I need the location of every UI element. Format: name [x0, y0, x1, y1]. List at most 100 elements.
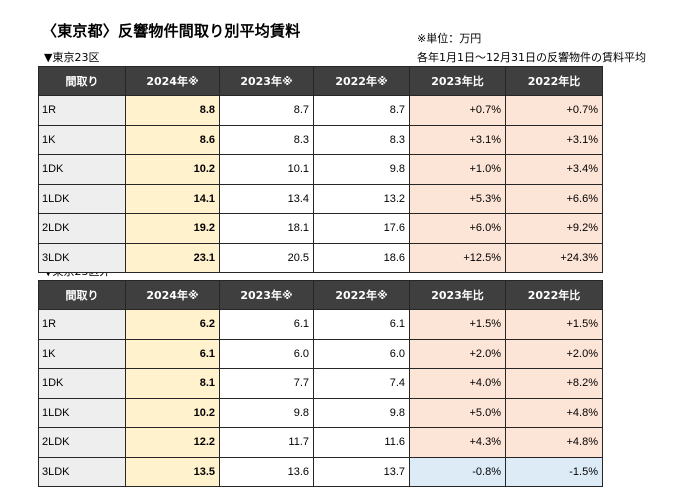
cell-vs-2023: +4.0% [409, 368, 506, 399]
unit-note: ※単位：万円 [417, 32, 482, 45]
rent-table-23ku: 間取り 2024年※ 2023年※ 2022年※ 2023年比 2022年比 1R 8.8 8… [38, 66, 603, 273]
table-row: 1LDK 14.1 13.4 13.2 +5.3% +6.6% [38, 183, 603, 214]
cell-2024: 6.1 [125, 338, 220, 369]
cell-2024: 10.2 [125, 154, 220, 185]
cell-2024: 13.5 [125, 456, 220, 487]
col-header-2024: 2024年※ [125, 280, 220, 310]
cell-2023: 18.1 [219, 213, 314, 244]
cell-layout: 2LDK [38, 213, 126, 244]
cell-vs-2022: +24.3% [505, 242, 603, 273]
cell-layout: 3LDK [38, 456, 126, 487]
cell-layout: 1DK [38, 368, 126, 399]
cell-2023: 8.7 [219, 95, 314, 126]
table-row: 1R 8.8 8.7 8.7 +0.7% +0.7% [38, 95, 603, 126]
cell-vs-2022: +6.6% [505, 183, 603, 214]
cell-2023: 7.7 [219, 368, 314, 399]
table-row: 1R 6.2 6.1 6.1 +1.5% +1.5% [38, 309, 603, 340]
cell-2022: 8.3 [313, 124, 410, 155]
cell-vs-2023: +4.3% [409, 427, 506, 458]
cell-vs-2023: +5.3% [409, 183, 506, 214]
table-row: 1K 6.1 6.0 6.0 +2.0% +2.0% [38, 338, 603, 369]
table-row: 3LDK 13.5 13.6 13.7 -0.8% -1.5% [38, 456, 603, 487]
table-header-row: 間取り 2024年※ 2023年※ 2022年※ 2023年比 2022年比 [38, 66, 603, 96]
cell-vs-2023: +1.0% [409, 154, 506, 185]
col-header-layout: 間取り [38, 66, 126, 96]
cell-2022: 6.1 [313, 309, 410, 340]
cell-vs-2023: +6.0% [409, 213, 506, 244]
col-header-2022: 2022年※ [313, 66, 410, 96]
cell-2023: 6.0 [219, 338, 314, 369]
cell-layout: 3LDK [38, 242, 126, 273]
cell-2024: 6.2 [125, 309, 220, 340]
period-note: 各年1月1日〜12月31日の反響物件の賃料平均 [417, 51, 646, 64]
cell-layout: 1K [38, 124, 126, 155]
table-row: 2LDK 19.2 18.1 17.6 +6.0% +9.2% [38, 213, 603, 244]
cell-vs-2022: +3.4% [505, 154, 603, 185]
col-header-vs-2022: 2022年比 [505, 280, 603, 310]
cell-vs-2023: +12.5% [409, 242, 506, 273]
cell-layout: 2LDK [38, 427, 126, 458]
cell-vs-2022: +1.5% [505, 309, 603, 340]
col-header-vs-2023: 2023年比 [409, 66, 506, 96]
table-row: 2LDK 12.2 11.7 11.6 +4.3% +4.8% [38, 427, 603, 458]
cell-2023: 20.5 [219, 242, 314, 273]
cell-vs-2022: +3.1% [505, 124, 603, 155]
col-header-vs-2023: 2023年比 [409, 280, 506, 310]
rent-table-outside-23ku: 間取り 2024年※ 2023年※ 2022年※ 2023年比 2022年比 1R 6.2 6… [38, 280, 603, 487]
cell-vs-2022: +9.2% [505, 213, 603, 244]
cell-2023: 10.1 [219, 154, 314, 185]
col-header-2023: 2023年※ [219, 280, 314, 310]
table-row: 1K 8.6 8.3 8.3 +3.1% +3.1% [38, 124, 603, 155]
cell-vs-2022: +8.2% [505, 368, 603, 399]
col-header-vs-2022: 2022年比 [505, 66, 603, 96]
cell-2023: 8.3 [219, 124, 314, 155]
cell-vs-2022: +2.0% [505, 338, 603, 369]
cell-2022: 9.8 [313, 154, 410, 185]
cell-2022: 8.7 [313, 95, 410, 126]
cell-2024: 8.1 [125, 368, 220, 399]
cell-2024: 14.1 [125, 183, 220, 214]
table-row: 1DK 10.2 10.1 9.8 +1.0% +3.4% [38, 154, 603, 185]
cell-2022: 13.7 [313, 456, 410, 487]
cell-vs-2022: +4.8% [505, 397, 603, 428]
cell-2024: 19.2 [125, 213, 220, 244]
col-header-2024: 2024年※ [125, 66, 220, 96]
cell-2022: 18.6 [313, 242, 410, 273]
cell-2022: 9.8 [313, 397, 410, 428]
cell-vs-2023: +5.0% [409, 397, 506, 428]
cell-2022: 13.2 [313, 183, 410, 214]
cell-2023: 6.1 [219, 309, 314, 340]
col-header-2022: 2022年※ [313, 280, 410, 310]
section-title-23ku: ▼東京23区 [44, 51, 100, 64]
cell-2024: 12.2 [125, 427, 220, 458]
cell-layout: 1K [38, 338, 126, 369]
cell-2024: 8.8 [125, 95, 220, 126]
col-header-layout: 間取り [38, 280, 126, 310]
cell-2023: 9.8 [219, 397, 314, 428]
cell-2023: 13.4 [219, 183, 314, 214]
cell-2023: 13.6 [219, 456, 314, 487]
cell-vs-2022: +4.8% [505, 427, 603, 458]
table-row: 1LDK 10.2 9.8 9.8 +5.0% +4.8% [38, 397, 603, 428]
cell-vs-2022: +0.7% [505, 95, 603, 126]
cell-vs-2023: +3.1% [409, 124, 506, 155]
cell-layout: 1DK [38, 154, 126, 185]
cell-2023: 11.7 [219, 427, 314, 458]
cell-2024: 23.1 [125, 242, 220, 273]
col-header-2023: 2023年※ [219, 66, 314, 96]
cell-layout: 1R [38, 309, 126, 340]
page-title: 〈東京都〉反響物件間取り別平均賃料 [42, 22, 301, 40]
cell-2022: 6.0 [313, 338, 410, 369]
cell-layout: 1R [38, 95, 126, 126]
cell-2024: 10.2 [125, 397, 220, 428]
cell-2022: 11.6 [313, 427, 410, 458]
cell-2022: 7.4 [313, 368, 410, 399]
table-row: 1DK 8.1 7.7 7.4 +4.0% +8.2% [38, 368, 603, 399]
cell-2022: 17.6 [313, 213, 410, 244]
cell-2024: 8.6 [125, 124, 220, 155]
cell-vs-2023: +2.0% [409, 338, 506, 369]
cell-vs-2023: +0.7% [409, 95, 506, 126]
table-header-row: 間取り 2024年※ 2023年※ 2022年※ 2023年比 2022年比 [38, 280, 603, 310]
cell-vs-2022: -1.5% [505, 456, 603, 487]
cell-vs-2023: +1.5% [409, 309, 506, 340]
